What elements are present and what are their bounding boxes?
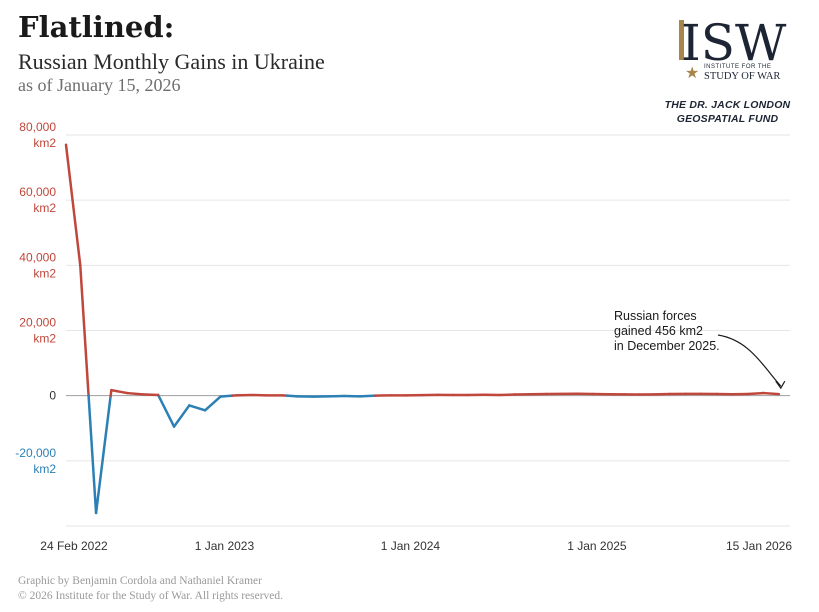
data-point	[545, 393, 548, 395]
y-tick-label: -20,000	[15, 446, 56, 460]
data-point	[296, 395, 299, 398]
data-point	[623, 393, 626, 396]
data-point	[281, 394, 283, 397]
series-segment	[125, 391, 144, 396]
data-point	[592, 393, 594, 395]
data-point	[451, 394, 454, 396]
data-point	[437, 394, 439, 396]
y-tick-label: 80,000	[19, 120, 56, 134]
y-tick-unit: km2	[33, 201, 56, 215]
x-tick-label: 1 Jan 2023	[195, 539, 255, 553]
data-point	[576, 392, 579, 395]
y-tick-unit: km2	[33, 332, 56, 346]
data-point	[731, 393, 734, 396]
fund-line2: GEOSPATIAL FUND	[676, 113, 779, 125]
data-point	[668, 393, 671, 395]
x-tick-label: 24 Feb 2022	[40, 539, 108, 553]
data-point	[777, 393, 780, 395]
annotation-arrow	[717, 334, 782, 387]
y-tick-unit: km2	[33, 462, 56, 476]
data-point	[560, 393, 563, 395]
data-point	[141, 393, 144, 396]
data-point	[235, 394, 237, 397]
footer-copyright: © 2026 Institute for the Study of War. A…	[18, 590, 284, 602]
data-point	[746, 393, 749, 395]
data-point	[390, 394, 392, 397]
data-point	[312, 395, 314, 398]
series-segment	[110, 388, 129, 395]
data-point	[529, 393, 532, 396]
isw-logo: ISW ★ INSTITUTE FOR THE STUDY OF WAR	[676, 14, 798, 87]
data-point	[251, 394, 253, 396]
y-tick-label: 60,000	[19, 185, 56, 199]
series-segment	[219, 394, 234, 398]
data-point	[498, 394, 501, 396]
data-point	[514, 393, 516, 396]
data-point	[482, 393, 485, 396]
series-segment	[79, 264, 90, 397]
data-point	[173, 425, 175, 428]
series-segment	[746, 391, 765, 396]
data-point	[359, 395, 361, 398]
y-tick-label: 20,000	[19, 316, 56, 330]
series-segment	[358, 394, 377, 398]
logo-mark: ISW	[681, 14, 787, 72]
data-point	[188, 404, 191, 407]
data-point	[715, 393, 718, 395]
data-point	[79, 264, 82, 267]
data-point	[684, 393, 687, 395]
data-point	[343, 395, 345, 397]
x-tick-label: 15 Jan 2026	[726, 539, 792, 553]
data-point	[467, 394, 470, 396]
annotation-text: in December 2025.	[614, 339, 720, 353]
series-segment	[157, 394, 176, 428]
footer-credit: Graphic by Benjamin Cordola and Nathanie…	[18, 575, 262, 587]
y-tick-label: 40,000	[19, 250, 56, 264]
series-segment	[172, 404, 191, 428]
data-point	[265, 394, 268, 397]
x-tick-label: 1 Jan 2025	[567, 539, 627, 553]
annotation-arrowhead	[775, 380, 786, 390]
star-icon: ★	[685, 63, 699, 82]
data-point	[95, 512, 97, 514]
series-segment	[64, 143, 82, 267]
data-point	[65, 143, 67, 146]
data-point	[374, 394, 377, 397]
fund-line1: THE DR. JACK LONDON	[664, 99, 791, 111]
x-tick-label: 1 Jan 2024	[381, 539, 441, 553]
data-point	[607, 393, 610, 396]
series-segment	[87, 394, 98, 515]
data-point	[700, 393, 702, 395]
logo-line2: STUDY OF WAR	[704, 71, 780, 82]
data-point	[157, 394, 160, 396]
annotation-text: Russian forces	[614, 309, 697, 323]
series-segment	[203, 395, 222, 412]
fund-name: THE DR. JACK LONDON GEOSPATIAL FUND	[640, 98, 815, 126]
series-segment	[762, 391, 781, 396]
data-point	[405, 394, 408, 397]
data-point	[219, 395, 222, 398]
data-point	[421, 394, 423, 396]
series-segment	[285, 394, 299, 398]
series-segment	[188, 404, 207, 412]
data-point	[762, 392, 765, 394]
y-tick-label: 0	[49, 389, 56, 403]
chart-title: Flatlined:	[18, 10, 175, 44]
as-of-date: as of January 15, 2026	[18, 75, 181, 95]
y-tick-unit: km2	[33, 136, 56, 150]
isw-logo-graphic: ISW ★ INSTITUTE FOR THE STUDY OF WAR	[679, 14, 787, 82]
series-segment	[141, 393, 160, 397]
logo-line1: INSTITUTE FOR THE	[704, 64, 771, 70]
data-point	[637, 393, 640, 396]
annotation-text: gained 456 km2	[614, 324, 703, 338]
series-segment	[94, 394, 112, 515]
data-point	[204, 409, 206, 412]
data-point	[126, 392, 128, 394]
data-point	[110, 389, 113, 391]
y-tick-unit: km2	[33, 266, 56, 280]
data-point	[327, 395, 330, 398]
chart-subtitle: Russian Monthly Gains in Ukraine	[18, 49, 325, 74]
data-point	[653, 393, 656, 396]
